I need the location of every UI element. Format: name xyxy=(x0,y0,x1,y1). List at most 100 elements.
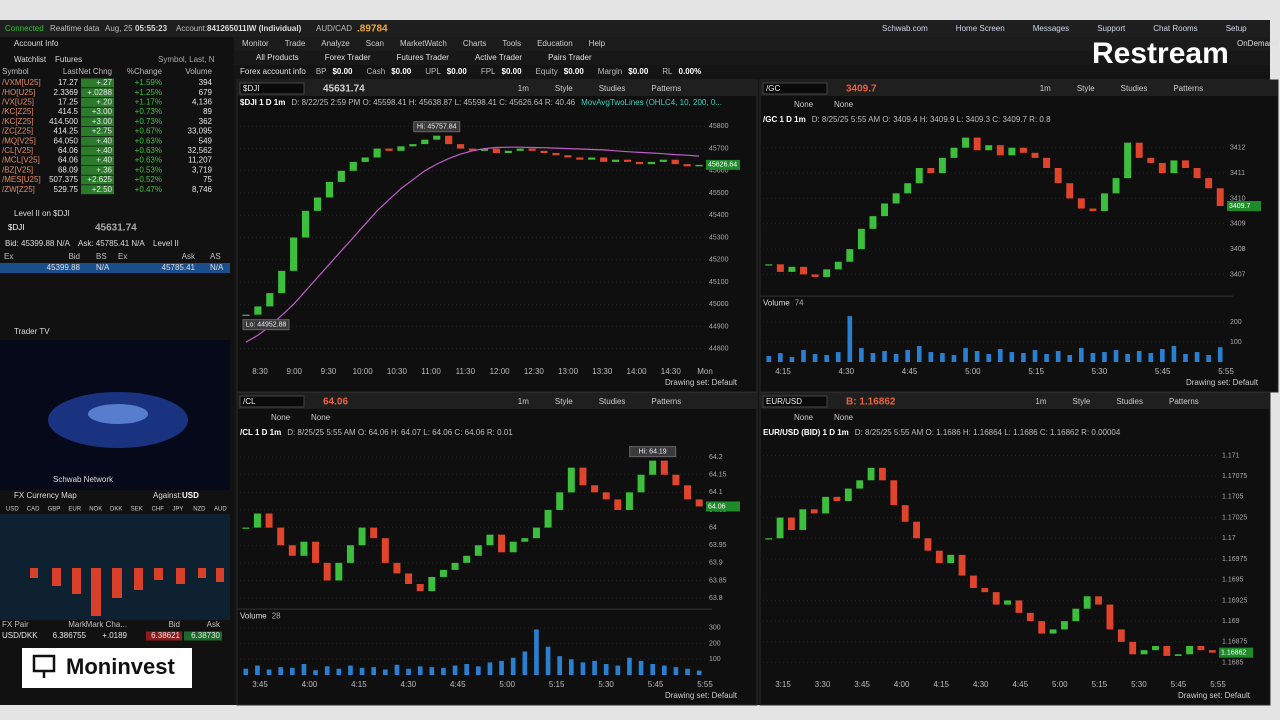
trade-tab[interactable]: Active Trader xyxy=(475,53,522,62)
volume-bar xyxy=(510,657,516,675)
y-tick-label: 1.1705 xyxy=(1222,494,1244,501)
account-label: Account: xyxy=(176,24,207,33)
candle xyxy=(1216,188,1224,207)
menu-item[interactable]: Monitor xyxy=(242,39,269,48)
candle xyxy=(844,488,852,501)
candle xyxy=(1158,162,1166,174)
header-link[interactable]: Home Screen xyxy=(956,24,1005,33)
annotation-box xyxy=(242,319,290,331)
toolbar-item[interactable]: 1m xyxy=(518,84,529,93)
candle xyxy=(254,306,262,315)
volume-bar xyxy=(487,662,493,675)
column-header: Ask xyxy=(207,620,221,629)
volume-bar xyxy=(1067,355,1073,362)
toolbar-item[interactable]: Patterns xyxy=(651,84,681,93)
section-title: Watchlist xyxy=(14,55,47,64)
menu-item[interactable]: Tools xyxy=(502,39,521,48)
watchlist-cell: +0.53% xyxy=(135,165,162,174)
x-tick-label: 12:30 xyxy=(524,367,545,376)
menu-item[interactable]: Scan xyxy=(366,39,384,48)
toolbar-item[interactable]: Style xyxy=(555,397,573,406)
toolbar-item[interactable]: Patterns xyxy=(651,397,681,406)
last-price-box xyxy=(706,501,740,512)
candle xyxy=(504,150,512,154)
annotation-box xyxy=(629,446,677,458)
toolbar-item[interactable]: Patterns xyxy=(1173,84,1203,93)
candle xyxy=(253,513,261,528)
candle xyxy=(579,467,587,486)
chart-title: /GC 1 D 1m xyxy=(763,115,806,124)
trade-tab[interactable]: Futures Trader xyxy=(396,53,449,62)
menu-item[interactable]: Analyze xyxy=(321,39,350,48)
watchlist-cell: +3.00 xyxy=(92,117,113,126)
header-link[interactable]: Chat Rooms xyxy=(1153,24,1197,33)
watchlist-cell: +2.625 xyxy=(87,175,112,184)
candle xyxy=(637,474,645,493)
candle xyxy=(509,541,517,553)
chart-info: D: 8/22/25 2:59 PM O: 45598.41 H: 45638.… xyxy=(291,98,575,107)
menu-item[interactable]: Education xyxy=(537,39,573,48)
column-header: Bid xyxy=(68,252,80,261)
volume-bar xyxy=(627,657,632,675)
menu-item[interactable]: Charts xyxy=(463,39,487,48)
watchlist-cell: /ZW[Z25] xyxy=(2,185,35,194)
toolbar-item[interactable]: Style xyxy=(1077,84,1095,93)
candle xyxy=(1015,600,1023,613)
toolbar-item[interactable]: 1m xyxy=(1035,397,1046,406)
candle xyxy=(540,150,548,154)
toolbar-item[interactable]: 1m xyxy=(1040,84,1051,93)
menu-item[interactable]: Trade xyxy=(285,39,306,48)
candle xyxy=(1112,178,1120,194)
candle xyxy=(684,485,692,500)
watchlist-cell: +.0288 xyxy=(87,88,112,97)
candle xyxy=(1089,208,1097,212)
column-header: Last xyxy=(63,67,79,76)
x-tick-label: 4:30 xyxy=(838,367,854,376)
header-link[interactable]: Support xyxy=(1097,24,1126,33)
watchlist-cell: +0.63% xyxy=(135,146,162,155)
x-tick-label: 5:45 xyxy=(1171,680,1187,689)
menu-item[interactable]: Help xyxy=(589,39,606,48)
trade-tab[interactable]: Pairs Trader xyxy=(548,53,592,62)
header-link[interactable]: Setup xyxy=(1226,24,1247,33)
toolbar-item[interactable]: 1m xyxy=(518,397,529,406)
toolbar-item[interactable]: Style xyxy=(1073,397,1091,406)
y-tick-label: 1.16925 xyxy=(1222,597,1247,604)
toolbar-item[interactable]: Studies xyxy=(1121,84,1148,93)
toolbar-item[interactable]: Studies xyxy=(599,84,626,93)
candle xyxy=(457,144,465,149)
watchlist-cell: 89 xyxy=(203,107,212,116)
drawing-set: Drawing set: Default xyxy=(1178,691,1251,700)
trade-tab[interactable]: Forex Trader xyxy=(325,53,371,62)
candle xyxy=(1095,596,1102,605)
candle xyxy=(765,264,773,266)
toolbar-item[interactable]: Studies xyxy=(599,397,626,406)
volume-bar xyxy=(940,353,945,362)
x-tick-label: 4:45 xyxy=(1012,680,1028,689)
toolbar-item[interactable]: Style xyxy=(555,84,573,93)
candle xyxy=(1140,650,1148,655)
candle xyxy=(1170,160,1178,174)
x-tick-label: 5:00 xyxy=(965,367,981,376)
toolbar-item[interactable]: Patterns xyxy=(1169,397,1199,406)
tv-channel: Schwab Network xyxy=(53,475,114,484)
volume-bar xyxy=(1206,355,1211,362)
header-link[interactable]: Schwab.com xyxy=(882,24,928,33)
candle xyxy=(302,210,310,238)
trade-tab[interactable]: All Products xyxy=(256,53,299,62)
candle xyxy=(810,509,818,514)
data-mode: Realtime data xyxy=(50,24,100,33)
toolbar-item[interactable]: Studies xyxy=(1116,397,1143,406)
candle xyxy=(486,534,494,546)
column-header: Symbol xyxy=(2,67,29,76)
y-tick-label: 3410 xyxy=(1230,195,1246,202)
volume-bar xyxy=(1160,349,1165,362)
change-cell xyxy=(81,117,114,127)
menu-item[interactable]: MarketWatch xyxy=(400,39,447,48)
volume-bar xyxy=(1102,352,1107,362)
header-link[interactable]: Messages xyxy=(1033,24,1069,33)
chart-title: EUR/USD (BID) 1 D 1m xyxy=(763,428,849,437)
volume-bar xyxy=(905,350,911,362)
volume-bar xyxy=(394,664,400,675)
moving-average-line xyxy=(245,146,700,343)
